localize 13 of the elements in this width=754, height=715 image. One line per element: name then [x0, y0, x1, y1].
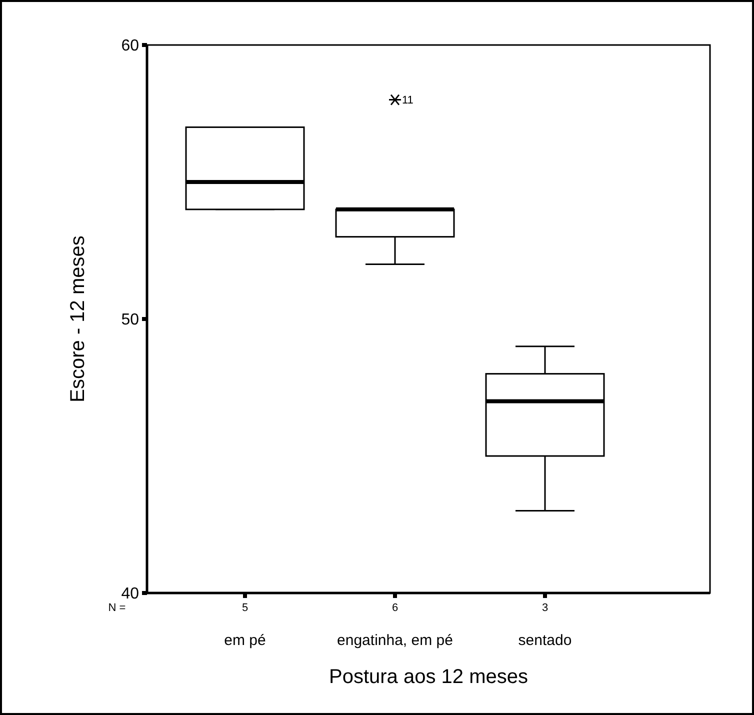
text: 5: [242, 602, 248, 614]
annotation: 11: [402, 94, 414, 107]
y-tick-label: 60: [121, 38, 140, 55]
x-tick-label: sentado: [518, 632, 572, 649]
text: 6: [392, 602, 398, 614]
x-axis-title: Postura aos 12 meses: [329, 666, 528, 688]
y-tick-label: 50: [121, 312, 140, 329]
x-tick-label: em pé: [224, 632, 266, 649]
x-tick-label: engatinha, em pé: [337, 632, 453, 649]
text: 3: [542, 602, 548, 614]
y-tick-label: 40: [121, 586, 140, 603]
y-axis-title: Escore - 12 meses: [67, 236, 89, 402]
text: N =: [108, 602, 126, 614]
